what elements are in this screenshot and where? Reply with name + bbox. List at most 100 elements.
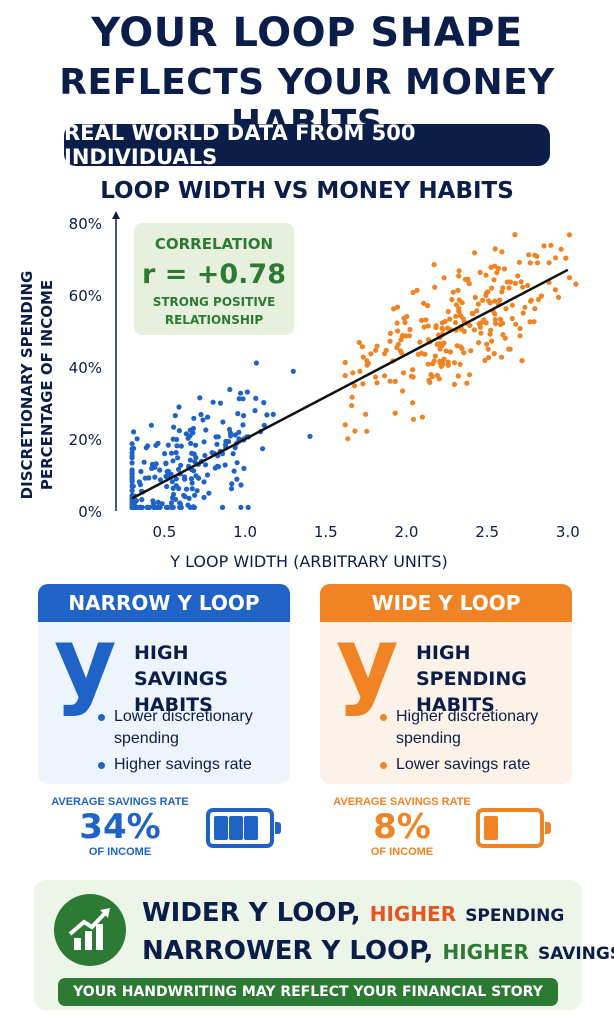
scatter-point bbox=[503, 306, 509, 312]
scatter-point bbox=[213, 434, 219, 440]
scatter-point bbox=[458, 344, 464, 350]
scatter-point bbox=[410, 289, 416, 296]
scatter-point bbox=[421, 324, 427, 330]
scatter-point bbox=[165, 468, 171, 474]
scatter-point bbox=[517, 333, 523, 339]
correlation-box-bg bbox=[134, 223, 294, 335]
scatter-point bbox=[183, 431, 189, 437]
battery-low-icon bbox=[476, 808, 551, 848]
scatter-point bbox=[474, 308, 480, 314]
y-axis-arrow bbox=[112, 211, 120, 219]
wide-y-glyph-icon: y bbox=[336, 606, 399, 718]
y-tick-label: 40% bbox=[69, 359, 102, 377]
scatter-point bbox=[387, 330, 393, 336]
scatter-point bbox=[465, 276, 471, 282]
scatter-point bbox=[441, 275, 447, 281]
scatter-point bbox=[205, 414, 211, 420]
y-axis-label-line2: PERCENTAGE OF INCOME bbox=[38, 280, 56, 490]
list-item: Higher discretionary spending bbox=[378, 706, 564, 750]
scatter-point bbox=[200, 417, 206, 423]
scatter-point bbox=[451, 360, 458, 366]
scatter-point bbox=[471, 327, 477, 333]
scatter-point bbox=[445, 359, 451, 365]
scatter-point bbox=[408, 373, 414, 379]
scatter-point bbox=[456, 273, 462, 279]
scatter-point bbox=[494, 270, 500, 276]
scatter-point bbox=[191, 415, 197, 421]
scatter-point bbox=[228, 486, 235, 492]
footer-tagline: YOUR HANDWRITING MAY REFLECT YOUR FINANC… bbox=[58, 978, 558, 1006]
scatter-point bbox=[433, 323, 439, 329]
scatter-point bbox=[234, 476, 240, 482]
scatter-point bbox=[538, 293, 545, 299]
y-axis-label-line1: DISCRETIONARY SPENDING bbox=[18, 271, 36, 500]
scatter-point bbox=[203, 462, 209, 468]
scatter-point bbox=[419, 317, 425, 323]
scatter-point bbox=[352, 383, 358, 389]
y-tick-label: 0% bbox=[78, 503, 102, 521]
growth-chart-icon bbox=[54, 894, 126, 966]
scatter-point bbox=[177, 504, 183, 510]
scatter-point bbox=[352, 428, 358, 434]
scatter-point bbox=[129, 477, 135, 483]
scatter-point bbox=[425, 303, 431, 309]
scatter-point bbox=[149, 461, 155, 467]
scatter-point bbox=[387, 338, 393, 344]
battery-bar bbox=[214, 816, 228, 840]
scatter-point bbox=[129, 467, 135, 473]
scatter-point bbox=[432, 284, 438, 290]
scatter-point bbox=[477, 269, 483, 275]
scatter-point bbox=[222, 462, 228, 468]
scatter-point bbox=[492, 317, 498, 323]
wide-savings-rate: AVERAGE SAVINGS RATE 8% OF INCOME bbox=[333, 796, 471, 858]
scatter-point bbox=[253, 360, 259, 366]
scatter-point bbox=[509, 302, 515, 308]
scatter-point bbox=[176, 404, 182, 410]
data-source-banner: REAL WORLD DATA FROM 500 INDIVIDUALS bbox=[64, 121, 550, 169]
footer-line-narrower: NARROWER Y LOOP, HIGHER SAVINGS bbox=[142, 936, 614, 966]
scatter-point bbox=[489, 285, 495, 291]
scatter-point bbox=[432, 353, 438, 359]
scatter-point bbox=[439, 325, 445, 331]
scatter-point bbox=[230, 451, 236, 457]
scatter-point bbox=[476, 340, 482, 346]
scatter-point bbox=[483, 272, 489, 278]
scatter-point bbox=[487, 331, 493, 337]
scatter-point bbox=[307, 433, 313, 439]
scatter-point bbox=[400, 388, 406, 394]
y-tick-label: 60% bbox=[69, 287, 102, 305]
scatter-point bbox=[234, 460, 240, 466]
y-tick-label: 80% bbox=[69, 215, 102, 233]
scatter-point bbox=[455, 287, 461, 293]
scatter-point bbox=[363, 411, 369, 417]
scatter-point bbox=[373, 374, 379, 380]
scatter-point bbox=[240, 396, 246, 402]
narrow-savings-rate: AVERAGE SAVINGS RATE 34% OF INCOME bbox=[51, 796, 189, 858]
scatter-point bbox=[342, 422, 348, 428]
scatter-point bbox=[170, 436, 176, 442]
narrow-bullets: Lower discretionary spending Higher savi… bbox=[96, 706, 282, 780]
scatter-point bbox=[231, 468, 237, 474]
scatter-point bbox=[563, 255, 569, 261]
page-subtitle: REFLECTS YOUR MONEY HABITS bbox=[59, 62, 555, 144]
scatter-point bbox=[499, 289, 505, 295]
scatter-point bbox=[178, 462, 184, 468]
scatter-point bbox=[253, 395, 259, 401]
scatter-point bbox=[153, 442, 159, 448]
scatter-point bbox=[447, 316, 453, 322]
scatter-point bbox=[519, 358, 525, 364]
scatter-point bbox=[192, 459, 198, 465]
scatter-point bbox=[492, 311, 498, 317]
scatter-point bbox=[482, 357, 488, 363]
x-tick-label: 3.0 bbox=[556, 523, 580, 541]
scatter-point bbox=[531, 319, 537, 325]
correlation-desc-2: RELATIONSHIP bbox=[165, 313, 263, 327]
scatter-point bbox=[392, 378, 398, 384]
scatter-point bbox=[290, 368, 296, 374]
scatter-point bbox=[206, 490, 212, 496]
scatter-point bbox=[202, 452, 208, 459]
scatter-point bbox=[169, 479, 175, 485]
scatter-point bbox=[172, 413, 178, 419]
scatter-point bbox=[461, 328, 467, 334]
scatter-point bbox=[428, 372, 434, 378]
